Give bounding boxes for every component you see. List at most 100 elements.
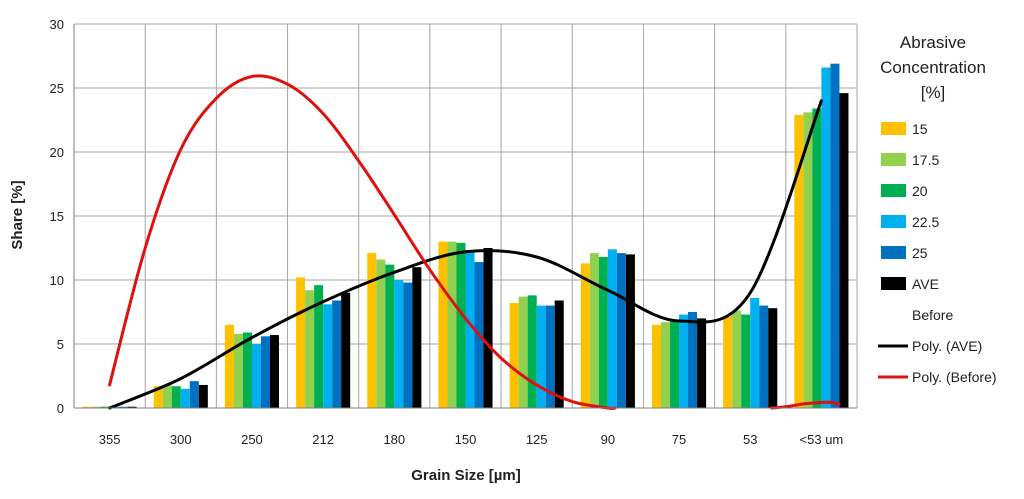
bar-22.5-180 xyxy=(394,280,404,408)
bar-20-212 xyxy=(314,285,324,408)
x-tick-label-6: 125 xyxy=(526,432,548,447)
axes xyxy=(73,24,857,409)
bar-17.5-180 xyxy=(376,259,386,408)
bar-25-250 xyxy=(260,336,270,408)
bar-22.5-125 xyxy=(536,305,546,408)
legend-label-6: Before xyxy=(912,307,953,323)
bar-25-<53 um xyxy=(830,63,840,409)
x-tick-label-2: 250 xyxy=(241,432,263,447)
bar-15-355 xyxy=(82,406,92,408)
legend-swatch-3 xyxy=(881,215,906,228)
bar-20-300 xyxy=(171,386,181,408)
bar-17.5-<53 um xyxy=(803,112,813,408)
legend-title-line-0: Abrasive xyxy=(900,33,966,52)
bar-AVE-212 xyxy=(341,292,351,408)
bar-22.5-212 xyxy=(323,304,333,408)
bar-20-<53 um xyxy=(812,108,822,408)
legend-swatch-4 xyxy=(881,246,906,259)
bar-20-355 xyxy=(100,406,110,408)
bar-15-250 xyxy=(224,324,234,408)
legend-swatch-5 xyxy=(881,277,906,290)
bar-25-53 xyxy=(759,305,769,408)
bar-17.5-300 xyxy=(162,384,172,408)
grid xyxy=(73,23,858,409)
bar-25-212 xyxy=(332,300,342,408)
y-tick-label-2: 10 xyxy=(50,273,64,288)
x-tick-label-7: 90 xyxy=(601,432,615,447)
bar-22.5-250 xyxy=(251,344,261,408)
bar-15-300 xyxy=(153,386,163,408)
legend: Abrasive Concentration [%] 15 17.5 20 22.5 25 AV… xyxy=(878,33,997,385)
y-axis-title: Share [%] xyxy=(9,180,26,249)
legend-swatch-1 xyxy=(881,153,906,166)
bar-25-355 xyxy=(118,406,128,408)
x-tick-label-1: 300 xyxy=(170,432,192,447)
bars xyxy=(82,63,849,409)
bar-20-90 xyxy=(598,256,608,408)
bar-15-90 xyxy=(580,263,590,408)
bar-20-250 xyxy=(242,332,252,408)
bar-20-53 xyxy=(741,314,751,408)
y-tick-labels: 0 5 10 15 20 25 30 xyxy=(50,17,64,416)
bar-17.5-53 xyxy=(732,310,742,408)
legend-label-8: Poly. (Before) xyxy=(912,369,997,385)
bar-AVE-75 xyxy=(697,318,707,408)
x-tick-label-9: 53 xyxy=(743,432,757,447)
bar-22.5-90 xyxy=(607,249,617,408)
bar-25-90 xyxy=(616,253,626,408)
bar-17.5-355 xyxy=(91,406,101,408)
bar-AVE-<53 um xyxy=(839,93,849,409)
legend-label-7: Poly. (AVE) xyxy=(912,338,982,354)
legend-label-5: AVE xyxy=(912,276,939,292)
x-tick-label-4: 180 xyxy=(383,432,405,447)
legend-title-line-1: Concentration xyxy=(880,58,986,77)
bar-22.5-<53 um xyxy=(821,67,831,409)
bar-AVE-90 xyxy=(625,254,635,408)
x-tick-labels: 355 300 250 212 180 150 125 90 75 53 <53 um xyxy=(99,432,844,447)
bar-15-125 xyxy=(509,303,519,408)
bar-AVE-125 xyxy=(554,300,564,408)
bar-15-75 xyxy=(652,324,662,408)
trend-line-3 xyxy=(770,400,841,410)
bar-15-212 xyxy=(296,277,306,408)
y-tick-label-5: 25 xyxy=(50,81,64,96)
bar-15-53 xyxy=(723,315,733,408)
y-tick-label-4: 20 xyxy=(50,145,64,160)
bar-25-75 xyxy=(688,312,698,408)
x-tick-label-8: 75 xyxy=(672,432,686,447)
bar-15-<53 um xyxy=(794,114,804,408)
bar-17.5-90 xyxy=(589,253,599,408)
bar-AVE-150 xyxy=(483,248,493,408)
legend-label-1: 17.5 xyxy=(912,152,939,168)
y-tick-label-6: 30 xyxy=(50,17,64,32)
x-tick-label-0: 355 xyxy=(99,432,121,447)
legend-title-line-2: [%] xyxy=(921,83,946,102)
bar-22.5-75 xyxy=(679,314,689,408)
bar-20-150 xyxy=(456,242,466,408)
legend-label-3: 22.5 xyxy=(912,214,939,230)
bar-AVE-53 xyxy=(768,308,778,408)
bar-17.5-125 xyxy=(518,296,528,408)
bar-22.5-150 xyxy=(465,251,475,408)
legend-label-2: 20 xyxy=(912,183,928,199)
bar-15-150 xyxy=(438,241,448,408)
bar-15-180 xyxy=(367,253,377,408)
y-tick-label-3: 15 xyxy=(50,209,64,224)
bar-20-180 xyxy=(385,264,395,408)
y-tick-label-0: 0 xyxy=(57,401,64,416)
bar-20-75 xyxy=(670,320,680,408)
legend-swatch-2 xyxy=(881,184,906,197)
bar-AVE-355 xyxy=(127,406,137,408)
bar-22.5-53 xyxy=(750,297,760,408)
bar-25-300 xyxy=(189,381,199,408)
trend-lines xyxy=(108,74,841,410)
bar-17.5-150 xyxy=(447,241,457,408)
x-tick-label-5: 150 xyxy=(455,432,477,447)
bar-25-180 xyxy=(403,282,413,408)
bar-25-125 xyxy=(545,305,555,408)
bar-20-125 xyxy=(527,295,537,408)
bar-AVE-250 xyxy=(269,335,280,408)
legend-label-4: 25 xyxy=(912,245,928,261)
bar-17.5-250 xyxy=(233,333,243,408)
